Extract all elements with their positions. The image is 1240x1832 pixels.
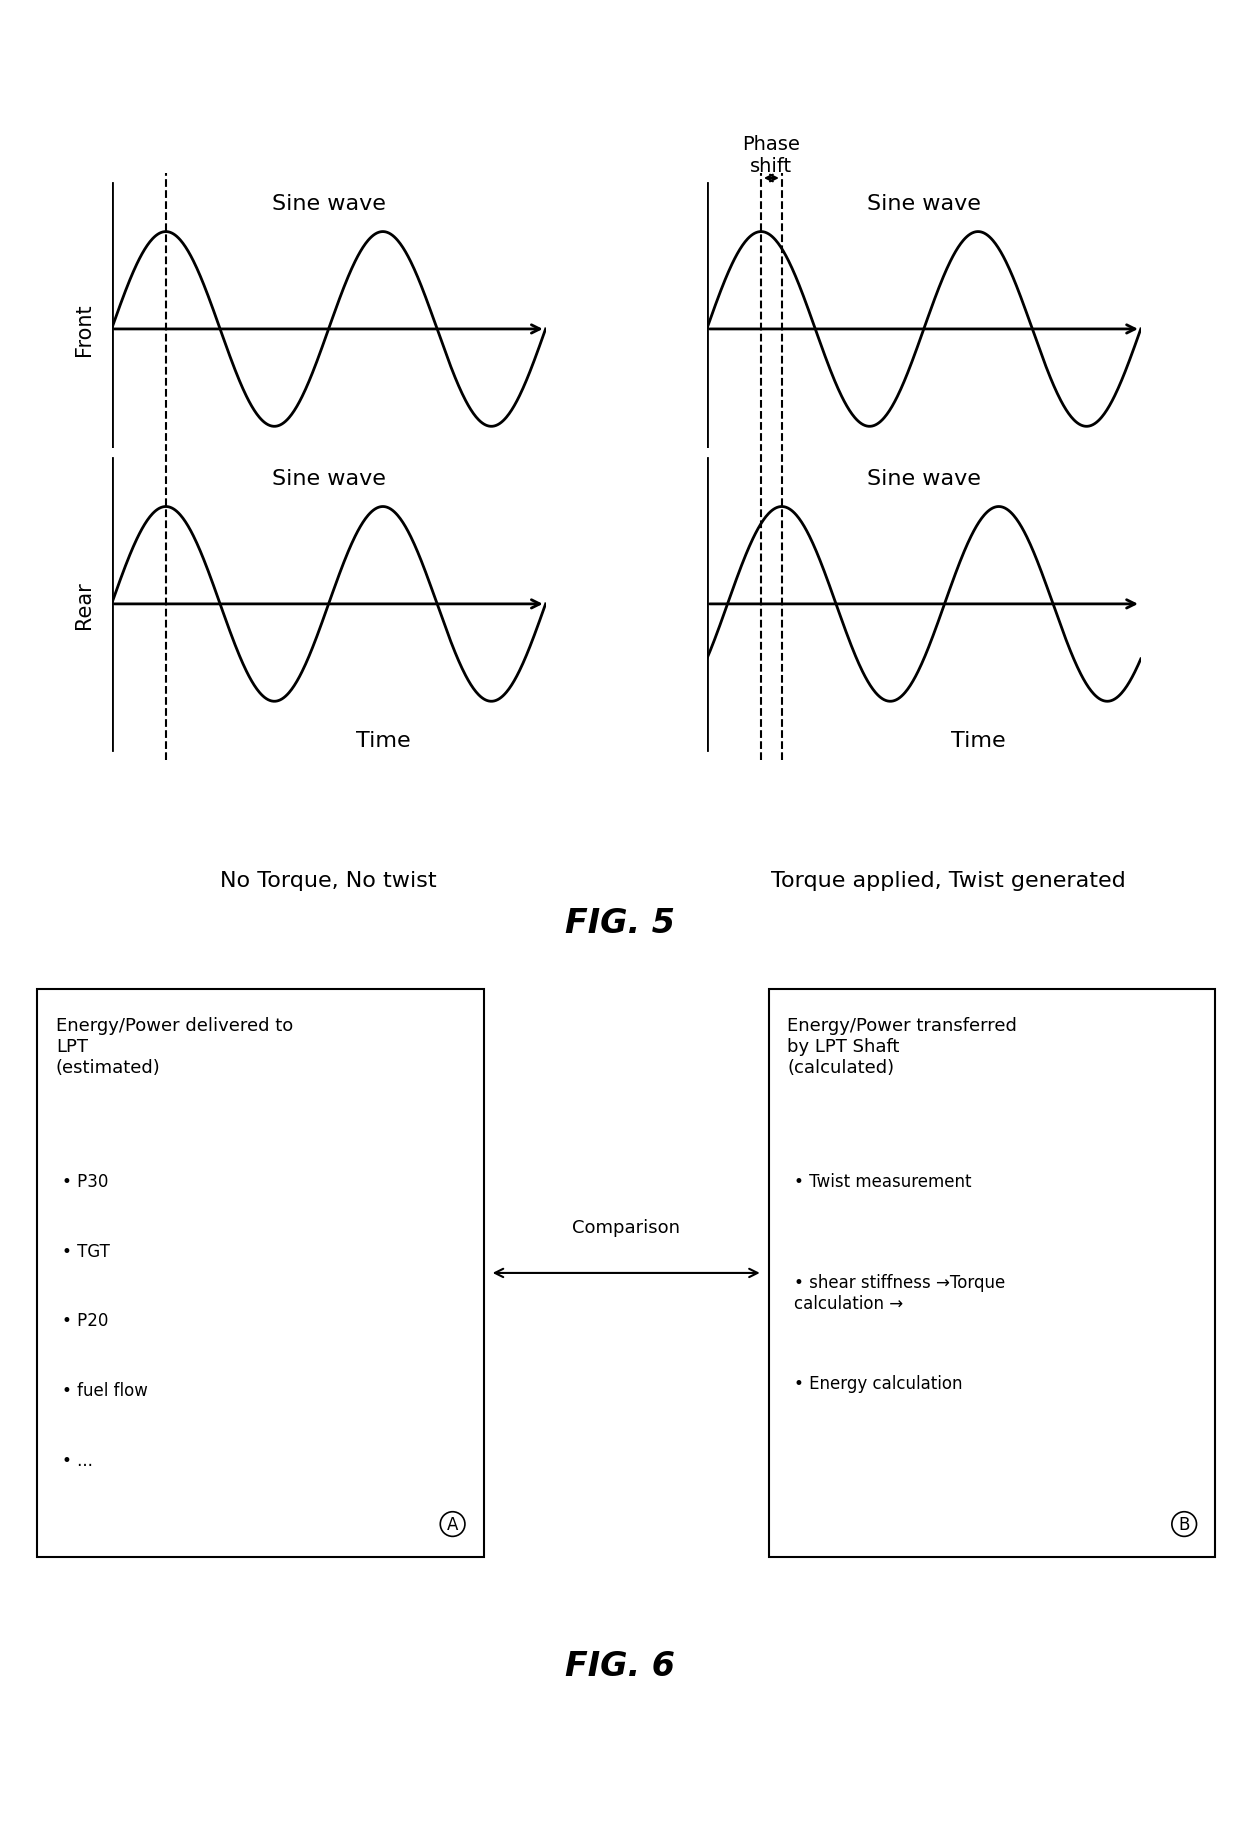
FancyBboxPatch shape xyxy=(37,989,484,1557)
Text: Sine wave: Sine wave xyxy=(272,469,386,489)
Text: • fuel flow: • fuel flow xyxy=(62,1381,148,1400)
Text: Time: Time xyxy=(356,731,410,751)
FancyBboxPatch shape xyxy=(769,989,1215,1557)
Text: FIG. 6: FIG. 6 xyxy=(565,1649,675,1682)
Text: Torque applied, Twist generated: Torque applied, Twist generated xyxy=(771,870,1126,890)
Text: No Torque, No twist: No Torque, No twist xyxy=(221,870,436,890)
Text: Time: Time xyxy=(951,456,1006,476)
Text: Rear: Rear xyxy=(74,581,94,628)
Text: • P20: • P20 xyxy=(62,1312,108,1330)
Text: • Energy calculation: • Energy calculation xyxy=(794,1374,962,1392)
Text: Phase
shift: Phase shift xyxy=(743,136,800,176)
Text: A: A xyxy=(446,1515,459,1533)
Text: Sine wave: Sine wave xyxy=(867,469,981,489)
Text: Sine wave: Sine wave xyxy=(272,194,386,214)
Text: • TGT: • TGT xyxy=(62,1242,110,1260)
Text: • shear stiffness →Torque
calculation →: • shear stiffness →Torque calculation → xyxy=(794,1273,1004,1312)
Text: Time: Time xyxy=(356,456,410,476)
Text: Energy/Power transferred
by LPT Shaft
(calculated): Energy/Power transferred by LPT Shaft (c… xyxy=(787,1017,1017,1077)
Text: Sine wave: Sine wave xyxy=(867,194,981,214)
Text: Energy/Power delivered to
LPT
(estimated): Energy/Power delivered to LPT (estimated… xyxy=(56,1017,293,1077)
Text: • ...: • ... xyxy=(62,1451,93,1469)
Text: B: B xyxy=(1178,1515,1190,1533)
Text: FIG. 5: FIG. 5 xyxy=(565,907,675,940)
Text: • P30: • P30 xyxy=(62,1172,108,1191)
Text: Comparison: Comparison xyxy=(572,1218,681,1237)
Text: Time: Time xyxy=(951,731,1006,751)
Text: • Twist measurement: • Twist measurement xyxy=(794,1172,971,1191)
Text: Front: Front xyxy=(74,304,94,355)
